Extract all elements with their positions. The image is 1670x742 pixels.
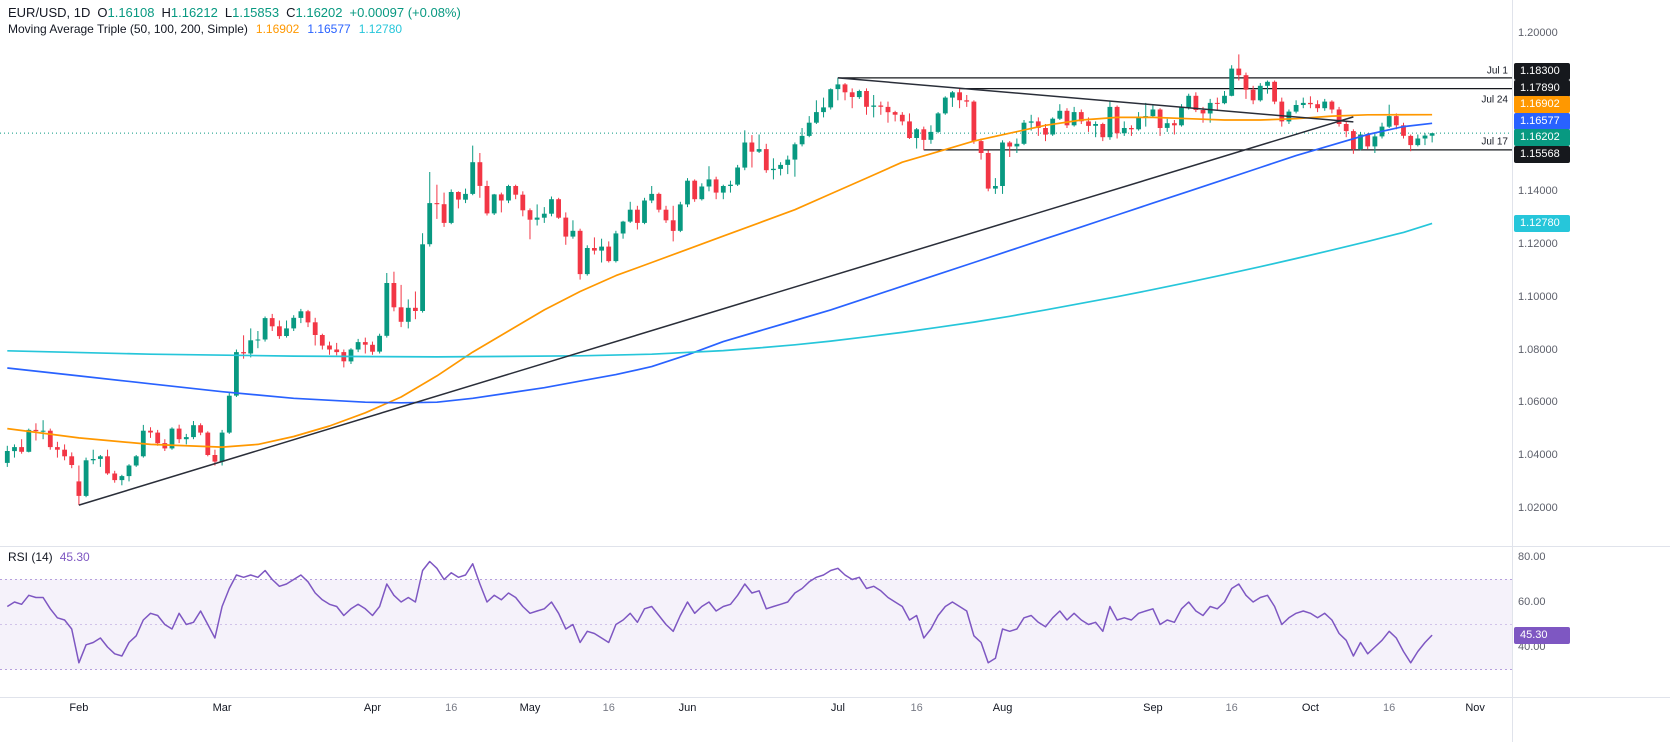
- low-value: 1.15853: [232, 5, 280, 20]
- rsi-band: [0, 579, 1512, 670]
- price-badge: 1.16202: [1514, 129, 1570, 146]
- high-label: H: [161, 5, 171, 20]
- candlestick-series: [4, 54, 1435, 506]
- change-value: +0.00097 (+0.08%): [349, 5, 461, 20]
- sma100-line[interactable]: [7, 122, 1433, 404]
- open-value: 1.16108: [107, 5, 155, 20]
- symbol-legend[interactable]: EUR/USD, 1D O1.16108 H1.16212 L1.15853 C1.16…: [8, 5, 461, 20]
- close-label: C: [286, 5, 296, 20]
- rsi-axis-label: 80.00: [1518, 551, 1546, 563]
- time-axis-label-jun: Jun: [678, 702, 697, 714]
- trendlines[interactable]: [78, 77, 1354, 506]
- open-label: O: [97, 5, 108, 20]
- price-badge: 1.18300: [1514, 62, 1570, 80]
- price-axis-label: 1.10000: [1518, 290, 1558, 303]
- time-axis-label-16: 16: [445, 702, 458, 714]
- rsi-axis-label: 60.00: [1518, 596, 1546, 608]
- symbol-name[interactable]: EUR/USD, 1D: [8, 5, 91, 20]
- ray-date-label: Jul 17: [1481, 136, 1508, 148]
- time-axis-label-aug: Aug: [992, 702, 1013, 714]
- rsi-value: 45.30: [59, 550, 90, 564]
- horizontal-rays[interactable]: [837, 77, 1512, 151]
- ray-date-label: Jul 1: [1486, 65, 1508, 77]
- price-badge: 1.12780: [1514, 214, 1570, 232]
- time-axis-label-16: 16: [1383, 702, 1396, 714]
- time-axis-label-16: 16: [910, 702, 923, 714]
- time-axis-label-apr: Apr: [363, 702, 382, 714]
- price-badge: 1.17890: [1514, 79, 1570, 97]
- low-label: L: [224, 5, 233, 20]
- ma100-value: 1.16577: [307, 22, 351, 36]
- rsi-indicator-legend[interactable]: RSI (14) 45.30: [8, 550, 90, 564]
- time-axis-label-nov: Nov: [1465, 702, 1485, 714]
- price-axis-label: 1.04000: [1518, 449, 1558, 461]
- ma-indicator-legend[interactable]: Moving Average Triple (50, 100, 200, Sim…: [8, 22, 402, 36]
- rsi-axis-label: 40.00: [1518, 641, 1546, 653]
- time-axis-label-mar: Mar: [212, 702, 232, 714]
- price-axis-label: 1.14000: [1518, 185, 1558, 198]
- time-axis-label-16: 16: [602, 702, 615, 714]
- price-axis-label: 1.08000: [1518, 343, 1558, 356]
- rsi-line[interactable]: [6, 560, 1433, 664]
- price-badge: 1.16902: [1514, 96, 1570, 113]
- price-axis-label: 1.12000: [1518, 238, 1558, 250]
- sma50-line[interactable]: [7, 113, 1433, 448]
- ma50-value: 1.16902: [255, 22, 300, 36]
- time-axis-label-sep: Sep: [1143, 702, 1163, 714]
- price-axis-label: 1.02000: [1518, 501, 1558, 514]
- time-axis-label-oct: Oct: [1301, 702, 1319, 714]
- ma-indicator-title[interactable]: Moving Average Triple (50, 100, 200, Sim…: [8, 22, 248, 36]
- price-badge: 1.16577: [1514, 112, 1570, 130]
- time-axis-label-16: 16: [1225, 702, 1238, 714]
- time-axis-label-jul: Jul: [830, 702, 845, 714]
- high-value: 1.16212: [170, 5, 218, 20]
- ma200-value: 1.12780: [358, 22, 403, 36]
- rsi-value-badge: 45.30: [1514, 626, 1570, 644]
- sma200-line[interactable]: [7, 222, 1433, 358]
- time-axis-label-feb: Feb: [69, 702, 89, 714]
- ray-date-label: Jul 24: [1481, 94, 1508, 106]
- price-axis-label: 1.20000: [1518, 27, 1558, 39]
- time-axis-label-may: May: [519, 702, 541, 714]
- rsi-indicator-title[interactable]: RSI (14): [8, 550, 53, 564]
- price-axis-label: 1.06000: [1518, 396, 1558, 409]
- price-badge: 1.15568: [1514, 145, 1570, 163]
- close-value: 1.16202: [295, 5, 343, 20]
